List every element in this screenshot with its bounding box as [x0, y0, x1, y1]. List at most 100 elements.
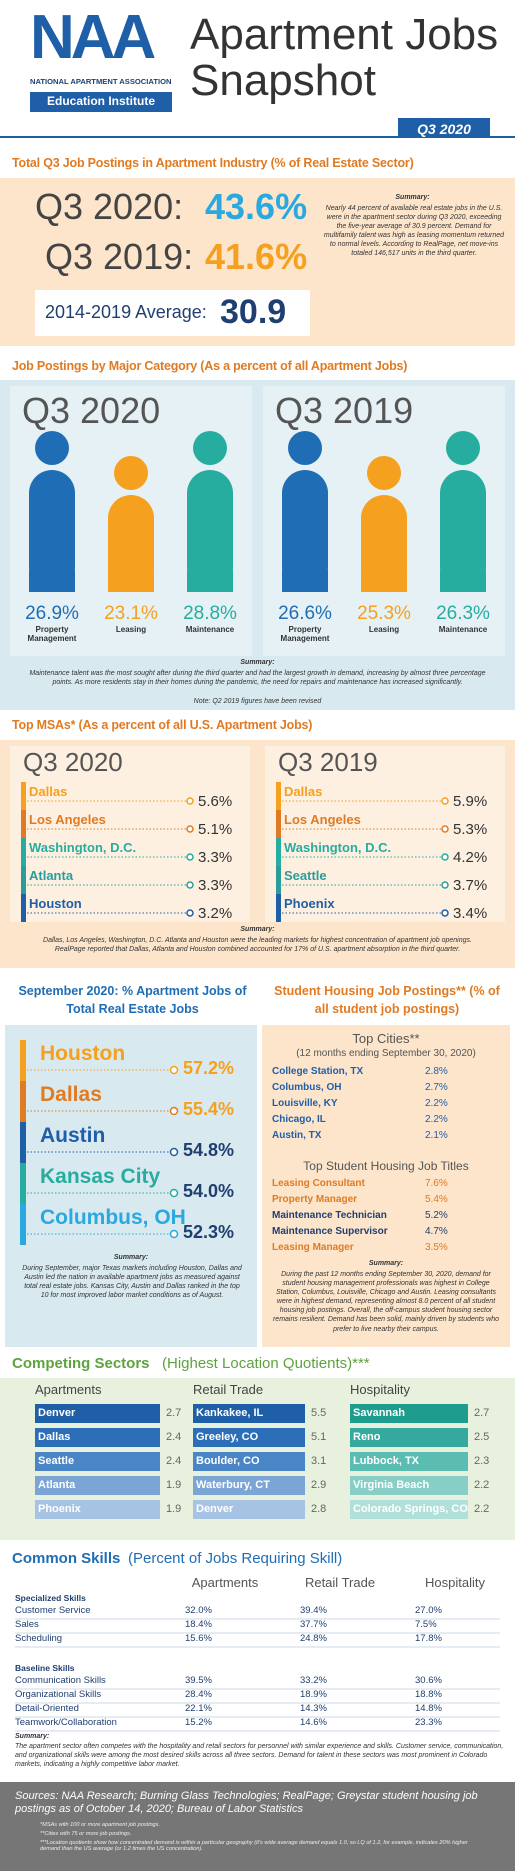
skill-name: Sales: [15, 1619, 39, 1630]
sector-bar: [193, 1476, 305, 1495]
panel: [262, 1025, 510, 1347]
sources: Sources: NAA Research; Burning Glass Tec…: [15, 1790, 478, 1815]
person-base: [29, 570, 75, 592]
logo: NAA: [30, 3, 156, 72]
skill-value: 7.5%: [415, 1619, 437, 1630]
september-city: Columbus, OH: [40, 1206, 186, 1229]
average-label: 2014-2019 Average:: [45, 302, 207, 322]
msa-value: 3.4%: [453, 905, 488, 922]
section-title: Job Postings by Major Category (As a per…: [12, 359, 408, 373]
skill-value: 14.6%: [300, 1717, 327, 1728]
skill-value: 15.2%: [185, 1717, 212, 1728]
september-city: Kansas City: [40, 1165, 161, 1188]
row-bar: [20, 1040, 26, 1081]
panel-period: Q3 2020: [22, 390, 161, 431]
september-city: Dallas: [40, 1083, 102, 1106]
sector-bar: [350, 1452, 468, 1471]
msa-city: Los Angeles: [29, 812, 106, 827]
average-value: 30.9: [220, 293, 287, 331]
section-subtitle: (Highest Location Quotients)***: [162, 1355, 370, 1372]
category-value: 23.1%: [104, 603, 158, 624]
person-base: [282, 570, 328, 592]
category-label: Maintenance: [438, 625, 488, 634]
category-value: 26.3%: [436, 603, 490, 624]
section-title: Common Skills: [12, 1550, 121, 1567]
sector-value: 1.9: [166, 1503, 182, 1515]
person-head: [288, 431, 322, 465]
city-name: Chicago, IL: [272, 1114, 326, 1125]
average-box: [35, 290, 310, 336]
leader-dot: [169, 1147, 179, 1157]
person-body: [187, 470, 233, 590]
skill-name: Communication Skills: [15, 1675, 106, 1686]
person-head: [367, 456, 401, 490]
city-value: 2.2%: [425, 1114, 448, 1125]
panel-period: Q3 2019: [275, 390, 414, 431]
sector-value: 2.4: [166, 1455, 182, 1467]
skill-value: 18.4%: [185, 1619, 212, 1630]
category-value: 26.6%: [278, 603, 332, 624]
job-title: Leasing Consultant: [272, 1178, 365, 1189]
msa-value: 3.3%: [198, 877, 233, 894]
city-value: 2.1%: [425, 1130, 448, 1141]
sector-bar: [350, 1500, 468, 1519]
sector-name: Atlanta: [38, 1479, 76, 1491]
section-title: Top MSAs* (As a percent of all U.S. Apar…: [12, 718, 313, 732]
summary: Maintenance talent was the most sought a…: [29, 670, 486, 687]
person-body: [282, 470, 328, 590]
skill-value: 28.4%: [185, 1689, 212, 1700]
period-badge: Q3 2020: [417, 121, 471, 137]
row-bar: [21, 894, 26, 922]
person-head: [193, 431, 227, 465]
sector-value: 2.2: [474, 1503, 490, 1515]
sector-bar: [350, 1428, 468, 1447]
september-value: 54.8%: [183, 1140, 235, 1160]
sector-value: 2.3: [474, 1455, 490, 1467]
city-name: Columbus, OH: [272, 1082, 342, 1093]
job-value: 4.7%: [425, 1226, 448, 1237]
september-value: 54.0%: [183, 1181, 235, 1201]
person-body: [361, 495, 407, 590]
category-label: Leasing: [368, 625, 400, 634]
msa-value: 3.2%: [198, 905, 233, 922]
section-title: Total Q3 Job Postings in Apartment Indus…: [12, 156, 414, 170]
skill-value: 27.0%: [415, 1605, 442, 1616]
msa-value: 5.9%: [453, 793, 488, 810]
skill-value: 39.4%: [300, 1605, 327, 1616]
sector-value: 5.1: [311, 1431, 327, 1443]
person-base: [440, 570, 486, 592]
skill-name: Scheduling: [15, 1633, 63, 1644]
job-title: Maintenance Technician: [272, 1210, 387, 1221]
skill-value: 39.5%: [185, 1675, 212, 1686]
job-value: 5.4%: [425, 1194, 448, 1205]
skill-name: Customer Service: [15, 1605, 91, 1616]
sector-bar: [35, 1452, 160, 1471]
leader-dot: [441, 825, 449, 833]
leader-dot: [441, 853, 449, 861]
row-bar: [20, 1204, 26, 1245]
person-body: [108, 495, 154, 590]
skill-value: 37.7%: [300, 1619, 327, 1630]
job-value: 5.2%: [425, 1210, 448, 1221]
row-bar: [21, 866, 26, 894]
sector-name: Waterbury, CT: [196, 1479, 270, 1491]
footnote: ***Location quotients show how concentra…: [40, 1840, 468, 1853]
msa-value: 5.3%: [453, 821, 488, 838]
row-bar: [20, 1163, 26, 1204]
msa-city: Los Angeles: [284, 812, 361, 827]
category-value: 25.3%: [357, 603, 411, 624]
person-head: [35, 431, 69, 465]
sector-bar: [350, 1404, 468, 1423]
september-city: Houston: [40, 1042, 126, 1065]
msa-city: Dallas: [284, 784, 323, 799]
panel-period: Q3 2019: [278, 747, 378, 777]
summary-heading: Summary:: [240, 659, 275, 666]
leader-dot: [186, 853, 194, 861]
job-title: Maintenance Supervisor: [272, 1226, 388, 1237]
job-title: Property Manager: [272, 1194, 358, 1205]
msa-value: 5.6%: [198, 793, 233, 810]
sector-bar: [193, 1404, 305, 1423]
section-title: Student Housing Job Postings** (% of all…: [274, 984, 500, 1017]
summary-heading: Summary:: [240, 926, 275, 933]
column-heading: Retail Trade: [193, 1382, 264, 1397]
